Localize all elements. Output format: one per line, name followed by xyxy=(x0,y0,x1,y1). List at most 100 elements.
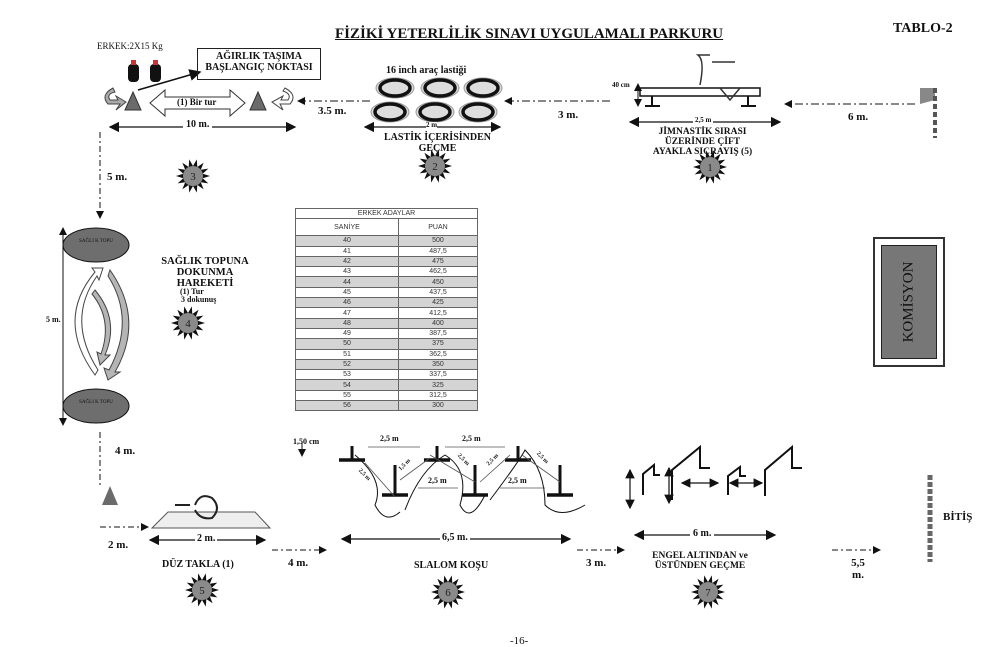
hurdle-name-line1: ENGEL ALTINDAN ve xyxy=(652,551,748,561)
points-cell: 375 xyxy=(397,338,479,350)
station-number: 4 xyxy=(185,318,191,330)
lap-double-arrow xyxy=(149,88,246,118)
seconds-cell: 40 xyxy=(295,235,399,247)
tire-width: 2 m xyxy=(426,121,438,130)
ball-name-line3: HAREKETİ xyxy=(176,278,234,290)
slalom-station-name: SLALOM KOŞU xyxy=(414,560,489,571)
weight-label: ERKEK:2X15 Kg xyxy=(97,41,163,51)
station-number-badge: 2 xyxy=(418,149,452,183)
table-row: 49 387,5 xyxy=(295,327,479,340)
slalom-poles-icon xyxy=(298,442,586,518)
table-row: 41 487,5 xyxy=(295,245,479,257)
seconds-cell: 46 xyxy=(295,297,399,309)
points-cell: 500 xyxy=(397,235,479,247)
slalom-length: 6,5 m. xyxy=(440,532,470,544)
distance-4m-bottom: 4 m. xyxy=(288,557,309,569)
ball-detail-2: 3 dokunuş xyxy=(181,295,217,304)
ball-label-top: SAĞLI K TOPU xyxy=(79,239,113,244)
station-number: 3 xyxy=(190,171,196,183)
cone-icon xyxy=(124,90,142,111)
seconds-cell: 56 xyxy=(295,400,399,412)
table-row: 48 400 xyxy=(295,317,479,329)
points-cell: 425 xyxy=(397,297,479,309)
tire-icon xyxy=(423,78,457,98)
tire-icon xyxy=(378,78,412,98)
distance-3-5m: 3.5 m. xyxy=(318,105,347,117)
lap-label: (1) Bir tur xyxy=(177,97,217,107)
seconds-cell: 43 xyxy=(295,266,399,278)
seconds-cell: 55 xyxy=(295,389,399,402)
ball-name-line1: SAĞLIK TOPUNA xyxy=(161,256,249,267)
bench-height: 40 cm xyxy=(612,81,630,89)
seconds-cell: 51 xyxy=(295,348,399,360)
seconds-cell: 49 xyxy=(295,327,399,340)
page-title: FİZİKİ YETERLİLİK SINAVI UYGULAMALI PARK… xyxy=(335,26,724,42)
distance-5m-left: 5 m. xyxy=(107,171,128,183)
col-header-points: PUAN xyxy=(397,218,479,237)
table-row: 42 475 xyxy=(295,255,479,268)
cone-icon xyxy=(249,90,267,111)
table-row: 40 500 xyxy=(295,235,479,247)
table-row: 43 462,5 xyxy=(295,266,479,278)
table-row: 54 325 xyxy=(295,379,479,391)
table-row: 51 362,5 xyxy=(295,348,479,360)
hurdle-station-name: ENGEL ALTINDAN ve ÜSTÜNDEN GEÇME xyxy=(635,551,765,572)
seconds-cell: 42 xyxy=(295,255,399,268)
points-cell: 337,5 xyxy=(397,369,479,381)
distance-10m: 10 m. xyxy=(183,119,213,131)
ball-name-line2: DOKUNMA xyxy=(176,267,234,279)
circular-arrows-icon xyxy=(74,267,130,381)
station-number: 1 xyxy=(707,162,713,174)
score-table: ERKEK ADAYLAR SANİYE PUAN 40 500 41 487,5 42 4… xyxy=(295,207,479,412)
ball-station-name: SAĞLIK TOPUNA DOKUNMA HAREKETİ xyxy=(155,256,255,289)
table-row: 46 425 xyxy=(295,297,479,309)
points-cell: 450 xyxy=(397,276,479,288)
table-row: 47 412,5 xyxy=(295,307,479,319)
slalom-gap-2: 2,5 m xyxy=(462,434,481,443)
slalom-path xyxy=(354,449,586,518)
health-ball-icon xyxy=(62,388,130,424)
bench-name-line2: ÜZERİNDE ÇİFT xyxy=(664,136,741,147)
points-cell: 462,5 xyxy=(397,266,479,278)
distance-4m-left: 4 m. xyxy=(115,445,136,457)
start-point-box: AĞIRLIK TAŞIMA BAŞLANGIÇ NOKTASI xyxy=(197,48,321,80)
table-row: 44 450 xyxy=(295,276,479,288)
start-box-line2: BAŞLANGIÇ NOKTASI xyxy=(205,61,313,73)
station-number-badge: 1 xyxy=(693,150,727,184)
seconds-cell: 50 xyxy=(295,338,399,350)
station-number-badge: 4 xyxy=(171,306,205,340)
station-number-badge: 7 xyxy=(691,575,725,609)
distance-6m-top: 6 m. xyxy=(848,111,869,123)
slalom-height: 1,50 cm xyxy=(293,437,320,446)
slalom-gap-1: 2,5 m xyxy=(380,434,399,443)
points-cell: 350 xyxy=(397,358,479,371)
points-cell: 487,5 xyxy=(397,245,479,257)
committee-label: KOMİSYON xyxy=(900,261,917,343)
bench-name-line3: AYAKLA SIÇRAYIŞ (5) xyxy=(652,146,753,157)
table-row: 45 437,5 xyxy=(295,286,479,299)
table-reference: TABLO-2 xyxy=(893,21,953,36)
station-number: 7 xyxy=(705,587,711,599)
tire-icon xyxy=(373,102,407,122)
seconds-cell: 45 xyxy=(295,286,399,299)
seconds-cell: 52 xyxy=(295,358,399,371)
points-cell: 400 xyxy=(397,317,479,329)
table-row: 50 375 xyxy=(295,338,479,350)
points-cell: 387,5 xyxy=(397,327,479,340)
cone-icon xyxy=(102,486,118,505)
slalom-gap-4: 2,5 m xyxy=(508,476,527,485)
distance-3m-top: 3 m. xyxy=(558,109,579,121)
bench-length: 2,5 m xyxy=(693,116,714,125)
hurdle-length: 6 m. xyxy=(690,528,715,540)
station-number-badge: 5 xyxy=(185,573,219,607)
table-row: 52 350 xyxy=(295,358,479,371)
hurdle-name-line2: ÜSTÜNDEN GEÇME xyxy=(654,560,746,571)
tire-icon xyxy=(466,78,500,98)
points-cell: 312,5 xyxy=(397,389,479,402)
turn-arrow-icon xyxy=(271,87,294,111)
table-row: 53 337,5 xyxy=(295,369,479,381)
finish-label: BİTİŞ xyxy=(943,511,973,523)
seconds-cell: 54 xyxy=(295,379,399,391)
points-cell: 437,5 xyxy=(397,286,479,299)
